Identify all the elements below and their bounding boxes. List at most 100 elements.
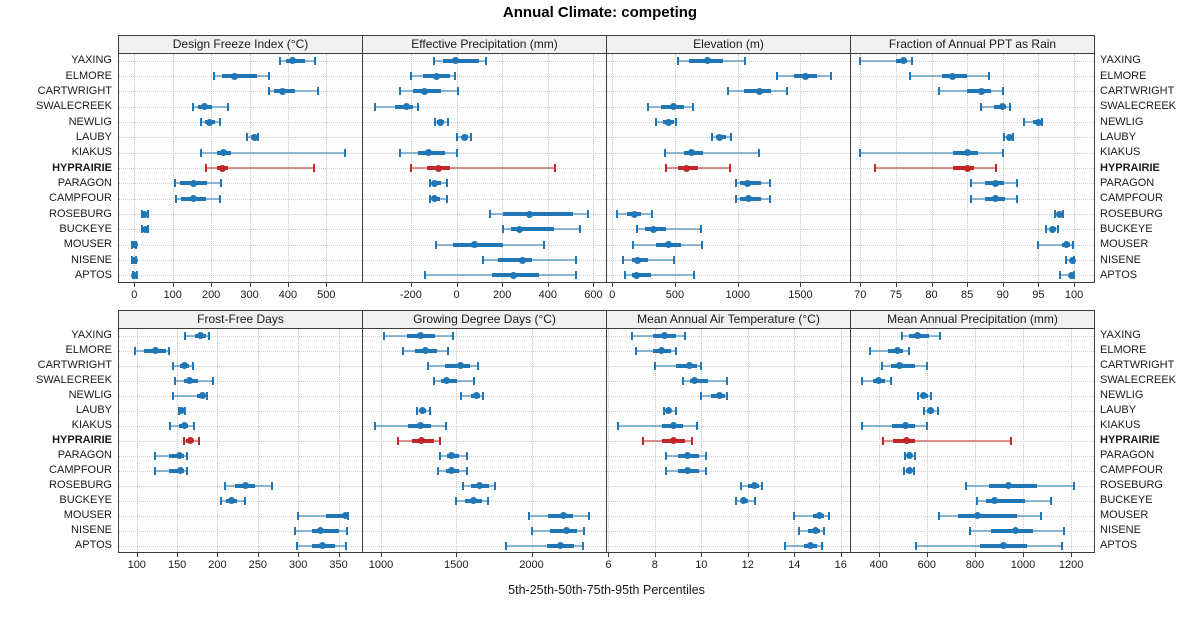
gridline-h (607, 76, 850, 77)
site-label-left-mouser-row1: MOUSER (63, 238, 112, 251)
series-kiakus-elevation-m-cap-95 (758, 148, 761, 157)
axis-tick (1002, 283, 1004, 287)
axis-tick (410, 283, 412, 287)
gridline-h (363, 106, 606, 108)
site-label-right-buckeye-row1: BUCKEYE (1100, 222, 1153, 235)
series-cartwright-growing-degree-days-c-cap-95 (477, 361, 480, 370)
gridline-h (363, 229, 606, 231)
axis-tick (608, 553, 610, 557)
axis-tick-label: 2000 (519, 559, 544, 571)
series-cartwright-design-freeze-index-c-median-dot (279, 87, 287, 95)
series-mouser-growing-degree-days-c-cap-5 (528, 511, 531, 520)
axis-tick (794, 553, 796, 557)
site-label-right-swalecreek-row1: SWALECREEK (1100, 100, 1177, 113)
axis-tick-label: 95 (1032, 289, 1045, 301)
series-newlig-growing-degree-days-c-cap-95 (482, 391, 485, 400)
gridline-h (607, 183, 850, 185)
series-kiakus-effective-precipitation-mm-median-dot (424, 149, 432, 157)
series-lauby-design-freeze-index-c-cap-5 (245, 133, 248, 142)
series-cartwright-frost-free-days-cap-95 (192, 361, 195, 370)
site-label-left-nisene-row1: NISENE (71, 253, 112, 266)
axis-tick-label: 200 (208, 559, 227, 571)
axis-tick (287, 283, 289, 287)
axis-tick (211, 283, 213, 287)
series-campfour-mean-annual-air-temperature-c-cap-95 (704, 466, 707, 475)
gridline-h (607, 350, 850, 352)
site-label-left-yaxing-row2: YAXING (71, 329, 112, 341)
gridline-h (851, 106, 1094, 108)
series-aptos-mean-annual-air-temperature-c-cap-95 (821, 541, 824, 550)
site-label-left-elmore-row2: ELMORE (65, 344, 112, 356)
axis-tick-label: 600 (584, 289, 603, 301)
axis-tick (895, 283, 897, 287)
site-label-left-swalecreek-row1: SWALECREEK (35, 100, 112, 113)
axis-tick (926, 553, 928, 557)
series-buckeye-elevation-m-whisker-5-95 (637, 228, 702, 231)
series-aptos-design-freeze-index-c-median-dot (131, 271, 139, 279)
series-cartwright-effective-precipitation-mm-cap-95 (456, 87, 459, 96)
series-roseburg-mean-annual-precipitation-mm-iqr-25-75 (989, 483, 1038, 488)
series-kiakus-mean-annual-air-temperature-c-cap-5 (616, 421, 619, 430)
series-paragon-frost-free-days-cap-95 (185, 451, 188, 460)
axis-tick-label: 400 (538, 289, 557, 301)
series-nisene-frost-free-days-cap-95 (345, 526, 348, 535)
axis-tick (737, 283, 739, 287)
axis-tick-label: 200 (492, 289, 512, 301)
gridline-h (119, 183, 362, 185)
series-roseburg-effective-precipitation-mm-iqr-25-75 (503, 212, 573, 216)
series-nisene-frost-free-days-iqr-25-75 (311, 528, 339, 533)
series-swalecreek-growing-degree-days-c-cap-5 (432, 376, 435, 385)
series-newlig-fraction-of-annual-ppt-as-rain-whisker-5-95 (1024, 121, 1042, 123)
series-newlig-growing-degree-days-c-median-dot (473, 392, 481, 399)
series-buckeye-effective-precipitation-mm-median-dot (515, 225, 523, 233)
series-nisene-frost-free-days-median-dot (317, 527, 325, 534)
gridline-h (119, 137, 362, 139)
series-aptos-elevation-m-whisker-5-95 (625, 274, 695, 277)
series-mouser-effective-precipitation-mm-cap-5 (435, 240, 437, 249)
series-mouser-effective-precipitation-mm-cap-95 (543, 240, 546, 249)
series-cartwright-elevation-m-median-dot (755, 87, 763, 95)
series-kiakus-fraction-of-annual-ppt-as-rain-cap-5 (859, 148, 862, 157)
series-swalecreek-frost-free-days-cap-5 (173, 376, 176, 385)
series-aptos-mean-annual-air-temperature-c-median-dot (807, 542, 814, 549)
series-hyprairie-mean-annual-air-temperature-c-cap-95 (691, 436, 694, 445)
gridline-h (119, 214, 362, 215)
gridline-h (851, 455, 1094, 457)
site-label-left-newlig-row2: NEWLIG (68, 389, 112, 401)
series-campfour-design-freeze-index-c-median-dot (190, 195, 198, 203)
series-elmore-design-freeze-index-c-cap-95 (267, 72, 270, 80)
axis-tick (326, 283, 328, 287)
axis-tick-label: 400 (278, 289, 298, 301)
series-swalecreek-elevation-m-cap-95 (691, 102, 694, 111)
gridline-h (119, 380, 362, 382)
site-label-left-campfour-row1: CAMPFOUR (49, 192, 112, 205)
series-yaxing-mean-annual-air-temperature-c-median-dot (660, 332, 668, 339)
series-lauby-mean-annual-air-temperature-c-cap-95 (674, 406, 677, 415)
series-mouser-frost-free-days-iqr-25-75 (325, 513, 348, 518)
series-aptos-mean-annual-air-temperature-c-whisker-5-95 (784, 544, 823, 547)
series-nisene-fraction-of-annual-ppt-as-rain-cap-5 (1065, 256, 1068, 264)
series-hyprairie-elevation-m-median-dot (683, 164, 691, 172)
series-aptos-growing-degree-days-c-cap-95 (581, 541, 584, 550)
series-aptos-growing-degree-days-c-median-dot (556, 542, 564, 549)
site-label-left-aptos-row1: APTOS (74, 268, 112, 281)
series-campfour-design-freeze-index-c-cap-95 (219, 194, 222, 203)
site-label-left-swalecreek-row2: SWALECREEK (35, 374, 112, 386)
axis-tick-label: 16 (834, 559, 847, 571)
series-kiakus-mean-annual-precipitation-mm-median-dot (901, 422, 909, 429)
site-label-left-lauby-row1: LAUBY (75, 130, 112, 143)
series-elmore-effective-precipitation-mm-cap-95 (454, 72, 457, 80)
gridline-h (363, 198, 606, 200)
series-swalecreek-elevation-m-median-dot (670, 103, 678, 111)
series-kiakus-design-freeze-index-c-cap-95 (344, 148, 347, 157)
site-label-left-roseburg-row2: ROSEBURG (49, 479, 112, 491)
series-cartwright-frost-free-days-cap-5 (172, 361, 175, 370)
series-kiakus-frost-free-days-median-dot (180, 422, 188, 429)
series-yaxing-design-freeze-index-c-cap-5 (279, 56, 282, 65)
axis-tick-label: 6 (605, 559, 612, 571)
axis-tick (701, 553, 703, 557)
series-kiakus-fraction-of-annual-ppt-as-rain-whisker-5-95 (860, 151, 1003, 154)
gridline-h (851, 275, 1094, 277)
site-label-left-nisene-row2: NISENE (71, 524, 112, 536)
series-paragon-effective-precipitation-mm-cap-5 (429, 179, 432, 188)
